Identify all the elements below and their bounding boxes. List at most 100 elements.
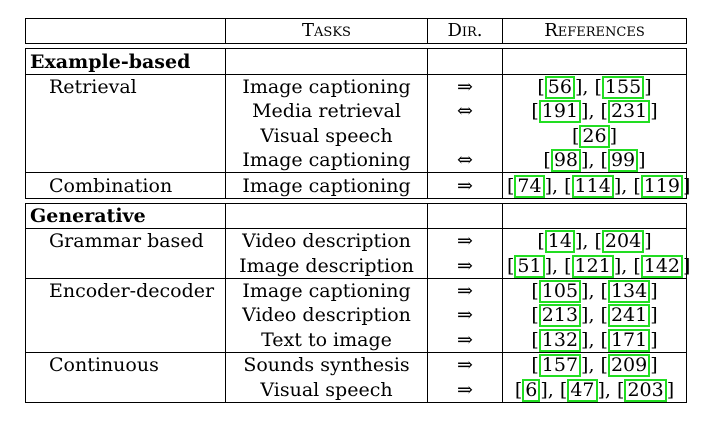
table-row: Image description ⇒[51], [121], [142] [25, 253, 690, 279]
references-cell: [14], [204] [502, 228, 687, 254]
empty-cell [25, 377, 226, 403]
task-cell: Image description [225, 253, 428, 279]
references-cell: [105], [134] [502, 278, 687, 304]
reference-link: 26 [579, 124, 610, 148]
reference-link: 47 [567, 378, 598, 402]
table-row: Grammar based Video description ⇒[14], [20… [25, 228, 687, 254]
section-title-row: Example-based [25, 48, 687, 75]
category-cell: Encoder-decoder [25, 278, 226, 304]
taxonomy-table: Tasks Dir. References Example-based Retrieva… [25, 17, 690, 403]
table-row: Visual speech ⇒[6], [47], [203] [25, 377, 687, 403]
direction-cell: ⇔ [427, 147, 503, 174]
reference-link: 142 [640, 254, 684, 278]
empty-cell [25, 147, 226, 174]
direction-cell: ⇒ [427, 74, 503, 100]
task-cell: Media retrieval [225, 99, 428, 124]
reference-link: 209 [607, 354, 651, 378]
header-row: Tasks Dir. References [25, 17, 687, 45]
reference-link: 132 [538, 328, 582, 352]
direction-cell [427, 123, 503, 148]
table-body: Tasks Dir. References Example-based Retrieva… [25, 17, 690, 403]
direction-cell: ⇒ [427, 352, 503, 378]
task-cell: Visual speech [225, 377, 428, 403]
task-cell: Image captioning [225, 147, 428, 174]
empty-cell [25, 99, 226, 124]
header-cell [25, 17, 226, 45]
empty-cell [25, 303, 226, 328]
references-cell: [56], [155] [502, 74, 687, 100]
references-cell: [213], [241] [502, 303, 687, 328]
references-cell: [74], [114], [119] [502, 172, 690, 199]
reference-link: 6 [522, 378, 541, 402]
empty-cell [225, 48, 428, 75]
table-row: Combination Image captioning ⇒[74], [114],… [25, 172, 690, 199]
empty-cell [25, 327, 226, 354]
reference-link: 191 [538, 100, 582, 124]
task-cell: Video description [225, 228, 428, 254]
reference-link: 213 [538, 304, 582, 328]
reference-link: 121 [571, 254, 614, 278]
reference-link: 157 [538, 354, 582, 378]
references-cell: [26] [502, 123, 687, 148]
table-row: Text to image ⇒[132], [171] [25, 327, 687, 354]
empty-cell [502, 202, 687, 230]
table-row: Visual speech [26] [25, 123, 687, 148]
empty-cell [502, 48, 687, 75]
reference-link: 99 [607, 149, 639, 173]
reference-link: 74 [514, 174, 545, 198]
task-cell: Image captioning [225, 74, 428, 100]
table-row: Video description ⇒[213], [241] [25, 303, 687, 328]
references-cell: [6], [47], [203] [502, 377, 687, 403]
direction-cell: ⇒ [427, 377, 503, 403]
direction-cell: ⇒ [427, 327, 503, 354]
task-cell: Image captioning [225, 172, 428, 199]
table-row: Image captioning ⇔[98], [99] [25, 147, 687, 174]
header-cell: Tasks [225, 17, 428, 45]
reference-link: 231 [607, 100, 651, 124]
section-title-row: Generative [25, 202, 687, 230]
empty-cell [225, 202, 428, 230]
references-cell: [51], [121], [142] [502, 253, 690, 279]
reference-link: 14 [544, 230, 575, 254]
table-row: Continuous Sounds synthesis ⇒[157], [209] [25, 352, 687, 378]
direction-cell: ⇒ [427, 172, 503, 199]
reference-link: 171 [607, 328, 651, 352]
reference-link: 114 [571, 174, 614, 198]
reference-link: 134 [607, 280, 651, 304]
empty-cell [427, 202, 503, 230]
references-cell: [191], [231] [502, 99, 687, 124]
task-cell: Video description [225, 303, 428, 328]
direction-cell: ⇒ [427, 228, 503, 254]
empty-cell [25, 253, 226, 279]
header-cell: Dir. [427, 17, 503, 45]
category-cell: Retrieval [25, 74, 226, 100]
category-cell: Combination [25, 172, 226, 199]
direction-cell: ⇒ [427, 253, 503, 279]
reference-link: 241 [607, 304, 651, 328]
direction-cell: ⇔ [427, 99, 503, 124]
task-cell: Visual speech [225, 123, 428, 148]
reference-link: 203 [624, 378, 667, 402]
table-row: Encoder-decoder Image captioning ⇒[105], [… [25, 278, 687, 304]
section-title: Example-based [25, 48, 226, 75]
reference-link: 105 [538, 280, 582, 304]
reference-link: 98 [550, 149, 582, 173]
category-cell: Grammar based [25, 228, 226, 254]
reference-link: 56 [544, 75, 575, 99]
references-cell: [98], [99] [502, 147, 687, 174]
direction-cell: ⇒ [427, 278, 503, 304]
references-cell: [157], [209] [502, 352, 687, 378]
reference-link: 119 [640, 174, 684, 198]
empty-cell [427, 48, 503, 75]
task-cell: Image captioning [225, 278, 428, 304]
references-cell: [132], [171] [502, 327, 687, 354]
direction-cell: ⇒ [427, 303, 503, 328]
header-cell: References [502, 17, 687, 45]
category-cell: Continuous [25, 352, 226, 378]
reference-link: 204 [601, 230, 645, 254]
empty-cell [25, 123, 226, 148]
table-row: Media retrieval ⇔[191], [231] [25, 99, 687, 124]
task-cell: Text to image [225, 327, 428, 354]
table-row: Retrieval Image captioning ⇒[56], [155] [25, 74, 687, 100]
reference-link: 155 [601, 75, 645, 99]
